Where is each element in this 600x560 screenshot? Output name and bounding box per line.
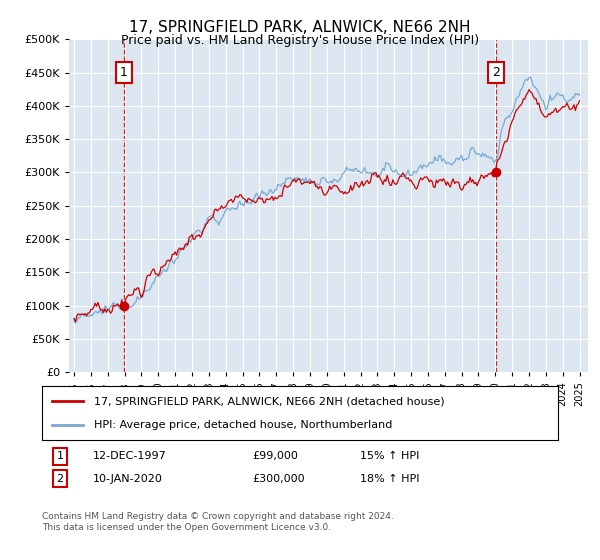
Text: £300,000: £300,000 <box>252 474 305 484</box>
Text: 17, SPRINGFIELD PARK, ALNWICK, NE66 2NH (detached house): 17, SPRINGFIELD PARK, ALNWICK, NE66 2NH … <box>94 396 444 407</box>
Text: 1: 1 <box>120 66 128 79</box>
Text: Price paid vs. HM Land Registry's House Price Index (HPI): Price paid vs. HM Land Registry's House … <box>121 34 479 46</box>
Text: 12-DEC-1997: 12-DEC-1997 <box>93 451 167 461</box>
Text: 1: 1 <box>56 451 64 461</box>
Text: 2: 2 <box>492 66 500 79</box>
Text: Contains HM Land Registry data © Crown copyright and database right 2024.
This d: Contains HM Land Registry data © Crown c… <box>42 512 394 531</box>
Text: HPI: Average price, detached house, Northumberland: HPI: Average price, detached house, Nort… <box>94 419 392 430</box>
Text: 17, SPRINGFIELD PARK, ALNWICK, NE66 2NH: 17, SPRINGFIELD PARK, ALNWICK, NE66 2NH <box>129 20 471 35</box>
Text: 18% ↑ HPI: 18% ↑ HPI <box>360 474 419 484</box>
Text: 15% ↑ HPI: 15% ↑ HPI <box>360 451 419 461</box>
Text: £99,000: £99,000 <box>252 451 298 461</box>
Text: 10-JAN-2020: 10-JAN-2020 <box>93 474 163 484</box>
Text: 2: 2 <box>56 474 64 484</box>
